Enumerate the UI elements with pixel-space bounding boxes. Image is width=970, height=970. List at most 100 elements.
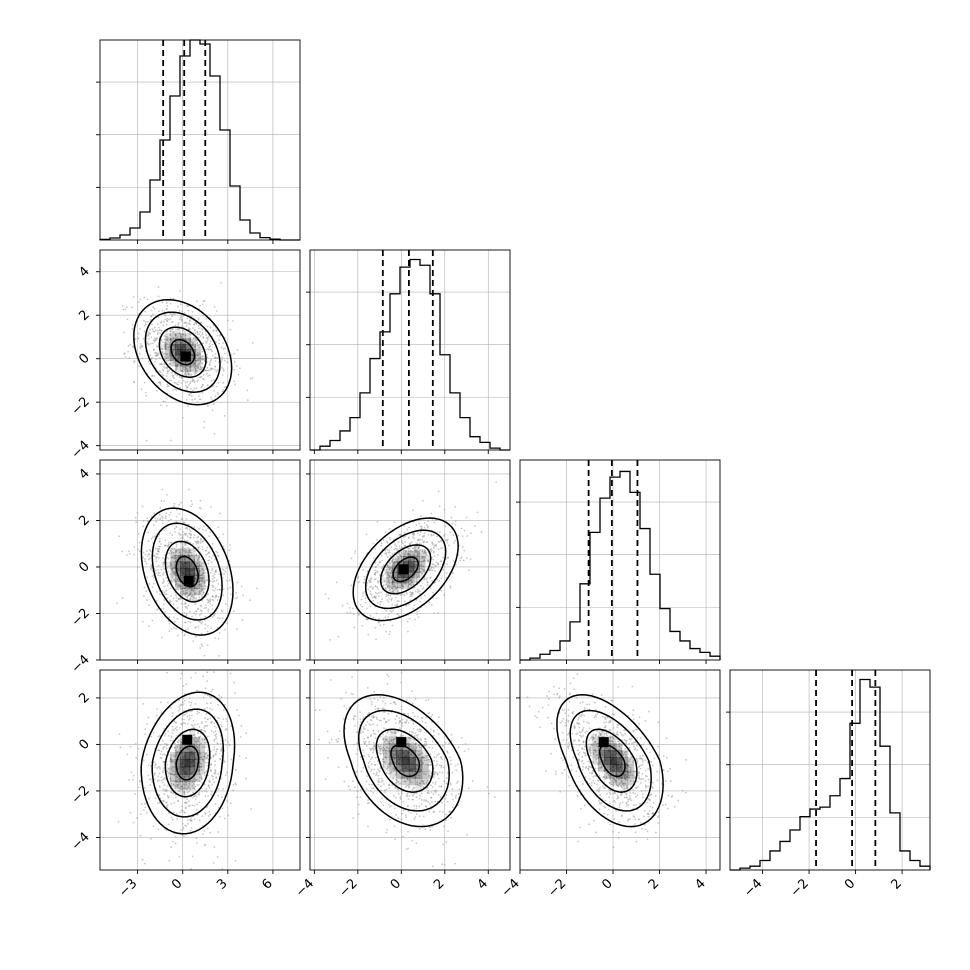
histogram-step-line bbox=[520, 470, 721, 661]
scatter-point bbox=[170, 779, 172, 782]
density-cell bbox=[199, 568, 205, 576]
scatter-point bbox=[205, 334, 208, 337]
scatter-point bbox=[346, 766, 348, 769]
scatter-point bbox=[421, 557, 424, 559]
scatter-point bbox=[177, 777, 180, 780]
scatter-point bbox=[185, 806, 187, 809]
scatter-point bbox=[202, 759, 205, 762]
scatter-point bbox=[164, 777, 166, 779]
scatter-point bbox=[198, 819, 201, 822]
scatter-point bbox=[401, 588, 404, 590]
scatter-point bbox=[210, 358, 213, 361]
scatter-point bbox=[186, 317, 189, 320]
scatter-point bbox=[182, 722, 185, 724]
scatter-point bbox=[165, 302, 168, 304]
scatter-point bbox=[199, 752, 202, 755]
density-cell bbox=[204, 751, 211, 760]
scatter-point bbox=[187, 748, 190, 751]
scatter-point bbox=[169, 334, 172, 336]
scatter-point bbox=[119, 746, 122, 749]
density-cell bbox=[184, 751, 191, 760]
scatter-point bbox=[451, 522, 454, 525]
density-cell bbox=[180, 555, 186, 563]
scatter-point bbox=[374, 597, 377, 600]
scatter-point bbox=[405, 591, 408, 594]
scatter-point bbox=[352, 607, 354, 610]
scatter-point bbox=[176, 586, 179, 589]
scatter-point bbox=[396, 748, 398, 750]
contour-line bbox=[151, 522, 223, 621]
scatter-point bbox=[368, 581, 371, 584]
scatter-point bbox=[211, 409, 214, 412]
scatter-point bbox=[356, 612, 359, 615]
scatter-point bbox=[417, 616, 420, 619]
scatter-point bbox=[172, 388, 175, 391]
scatter-point bbox=[357, 803, 360, 806]
scatter-point bbox=[204, 587, 206, 590]
scatter-point bbox=[388, 565, 391, 568]
scatter-point bbox=[392, 609, 395, 612]
density-cell bbox=[184, 568, 191, 576]
scatter-point bbox=[195, 635, 197, 638]
scatter-point bbox=[170, 735, 173, 738]
scatter-point bbox=[173, 547, 176, 550]
scatter-point bbox=[169, 778, 172, 781]
scatter-point bbox=[423, 522, 426, 524]
scatter-point bbox=[434, 570, 436, 572]
scatter-point bbox=[153, 374, 156, 377]
scatter-point bbox=[164, 400, 167, 403]
scatter-point bbox=[144, 728, 147, 731]
scatter-point bbox=[422, 586, 425, 589]
scatter-point bbox=[159, 574, 162, 577]
scatter-point bbox=[154, 569, 157, 572]
scatter-point bbox=[174, 620, 176, 623]
scatter-point bbox=[136, 511, 139, 514]
scatter-point bbox=[205, 743, 208, 746]
scatter-point bbox=[176, 328, 179, 331]
density-cell bbox=[179, 781, 186, 790]
scatter-point bbox=[172, 344, 175, 346]
scatter-point bbox=[352, 780, 354, 783]
scatter-point bbox=[188, 550, 191, 553]
scatter-point bbox=[401, 835, 404, 838]
scatter-point bbox=[206, 735, 209, 738]
scatter-point bbox=[118, 733, 121, 736]
scatter-point bbox=[172, 754, 175, 757]
scatter-point bbox=[162, 788, 165, 791]
scatter-point bbox=[145, 439, 148, 442]
scatter-point bbox=[206, 340, 209, 342]
scatter-point bbox=[233, 352, 236, 355]
scatter-point bbox=[197, 740, 200, 743]
scatter-point bbox=[155, 572, 157, 575]
scatter-point bbox=[190, 394, 193, 397]
scatter-point bbox=[147, 360, 150, 363]
scatter-point bbox=[437, 553, 439, 556]
scatter-point bbox=[183, 373, 186, 376]
scatter-point bbox=[154, 341, 156, 343]
scatter-point bbox=[377, 581, 380, 584]
scatter-point bbox=[214, 357, 217, 359]
density-cell bbox=[180, 541, 186, 549]
scatter-point bbox=[390, 585, 393, 588]
contour-line bbox=[164, 540, 210, 603]
scatter-point bbox=[185, 683, 188, 686]
scatter-point bbox=[366, 618, 368, 621]
scatter-point bbox=[461, 545, 464, 548]
scatter-point bbox=[386, 682, 389, 685]
scatter-point bbox=[150, 336, 153, 339]
scatter-point bbox=[168, 359, 170, 362]
scatter-point bbox=[142, 337, 145, 340]
scatter-point bbox=[166, 319, 169, 322]
scatter-point bbox=[238, 754, 241, 757]
scatter-point bbox=[327, 597, 330, 600]
scatter-point bbox=[214, 558, 216, 561]
scatter-point bbox=[409, 781, 412, 784]
scatter-point bbox=[466, 557, 468, 560]
scatter-point bbox=[162, 522, 164, 525]
scatter-point bbox=[197, 731, 199, 734]
scatter-point bbox=[218, 588, 221, 591]
scatter-point bbox=[401, 541, 403, 544]
scatter-point bbox=[147, 331, 150, 334]
scatter-point bbox=[411, 551, 414, 553]
scatter-point bbox=[203, 729, 206, 732]
